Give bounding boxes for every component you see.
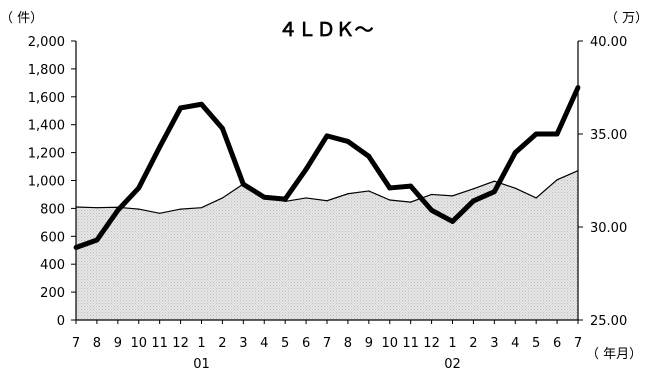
x-tick-label: 9 — [114, 336, 122, 351]
thick-data-point — [345, 139, 351, 144]
line-series-layer — [73, 85, 581, 250]
x-tick-label: 2 — [469, 336, 477, 351]
area-series-fill — [76, 170, 578, 320]
left-tick-label: 1,400 — [28, 119, 65, 134]
thick-data-point — [450, 219, 455, 224]
thick-data-point — [220, 126, 225, 131]
thick-data-point — [429, 207, 434, 213]
thick-data-point — [303, 166, 309, 172]
left-tick-label: 0 — [57, 314, 65, 329]
x-tick-label: 4 — [511, 336, 519, 351]
chart-title: ４ＬＤＫ～ — [278, 19, 373, 41]
thick-data-point — [94, 237, 100, 243]
thick-data-point — [136, 185, 142, 191]
x-tick-label: 10 — [130, 336, 147, 351]
area-data-point — [535, 197, 537, 199]
left-tick-label: 1,200 — [28, 147, 65, 162]
left-tick-label: 1,800 — [28, 63, 65, 78]
x-tick-label: 8 — [344, 336, 352, 351]
area-data-point — [347, 193, 349, 195]
area-data-point — [472, 188, 475, 190]
x-tick-label: 12 — [172, 336, 189, 351]
right-tick-label: 25.00 — [590, 314, 627, 329]
right-tick-label: 30.00 — [590, 221, 627, 236]
thick-data-point — [240, 181, 246, 187]
left-tick-label: 1,600 — [28, 91, 65, 106]
x-tick-label: 7 — [72, 336, 80, 351]
x-tick-label: 11 — [151, 336, 168, 351]
area-data-point — [326, 200, 328, 202]
left-tick-label: 400 — [40, 258, 65, 273]
left-y-ticks: 0 200 400 600 800 1,000 1,200 1,400 1,600 1,800 2,… — [28, 35, 76, 329]
thick-data-point — [178, 105, 183, 111]
left-tick-label: 2,000 — [28, 35, 65, 50]
thick-data-point — [157, 144, 163, 150]
right-axis-unit: （ 万） — [605, 11, 648, 26]
thick-data-point — [261, 194, 267, 200]
area-data-point — [451, 195, 454, 197]
right-y-ticks: 25.00 30.00 35.00 40.00 — [578, 35, 627, 329]
x-tick-label: 6 — [302, 336, 310, 351]
area-data-point — [138, 208, 140, 210]
x-tick-label: 1 — [197, 336, 205, 351]
x-tick-label: 9 — [365, 336, 373, 351]
area-data-point — [514, 187, 516, 189]
thick-data-point — [282, 196, 288, 202]
left-tick-label: 200 — [40, 286, 65, 301]
x-tick-label: 1 — [448, 336, 456, 351]
area-data-point — [96, 207, 98, 209]
x-tick-label: 5 — [281, 336, 289, 351]
left-tick-label: 1,000 — [28, 175, 65, 190]
x-tick-label: 2 — [218, 336, 226, 351]
x-tick-label: 3 — [490, 336, 498, 351]
thick-data-point — [408, 183, 414, 189]
area-data-point — [221, 197, 224, 199]
area-data-point — [159, 212, 161, 214]
x-tick-label: 12 — [423, 336, 440, 351]
area-data-point — [179, 208, 182, 210]
area-series-layer — [75, 170, 579, 320]
area-data-point — [368, 190, 370, 192]
thick-data-point — [115, 207, 121, 213]
area-data-point — [305, 197, 307, 199]
thick-data-point — [491, 189, 497, 195]
right-tick-label: 35.00 — [590, 128, 627, 143]
thick-data-point — [199, 101, 204, 107]
x-tick-label: 4 — [260, 336, 268, 351]
area-data-point — [430, 193, 433, 196]
thick-data-point — [387, 185, 393, 191]
x-tick-label: 5 — [532, 336, 540, 351]
left-tick-label: 800 — [40, 202, 65, 217]
left-tick-label: 600 — [40, 230, 65, 245]
left-axis-unit: （ 件） — [0, 11, 43, 26]
area-data-point — [200, 207, 203, 209]
x-tick-label: 6 — [553, 336, 561, 351]
x-tick-label: 10 — [381, 336, 398, 351]
area-data-point — [389, 199, 391, 201]
year-label: 01 — [193, 357, 210, 372]
right-tick-label: 40.00 — [590, 35, 627, 50]
x-tick-label: 7 — [323, 336, 331, 351]
x-tick-label: 11 — [402, 336, 419, 351]
area-data-point — [556, 179, 558, 181]
thick-data-point — [554, 131, 560, 137]
year-label: 02 — [444, 357, 461, 372]
x-tick-label: 8 — [93, 336, 101, 351]
thick-data-point — [533, 131, 539, 137]
area-data-point — [410, 201, 412, 203]
x-tick-label: 3 — [239, 336, 247, 351]
thick-data-point — [512, 150, 518, 156]
x-ticks: 7 8 9 10 11 12 1 2 3 4 5 6 7 8 9 10 11 12 1 2 3 4 5 6 701 02 — [72, 320, 582, 372]
x-axis-unit: （ 年月） — [586, 347, 642, 362]
area-data-point — [493, 180, 495, 182]
x-tick-label: 7 — [574, 336, 582, 351]
thick-data-point — [366, 153, 372, 159]
thick-data-point — [471, 198, 476, 204]
thick-data-point — [324, 133, 330, 139]
